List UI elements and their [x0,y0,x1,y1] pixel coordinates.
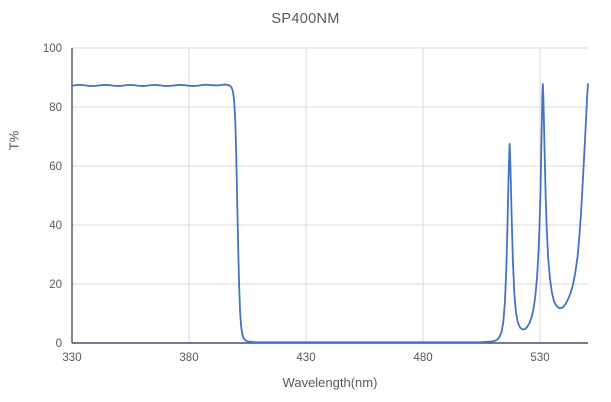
x-tick-label: 380 [179,352,198,364]
x-tick-label: 530 [530,352,549,364]
x-tick-label: 430 [296,352,315,364]
chart-title: SP400NM [271,11,340,27]
transmission-curve [71,83,589,344]
y-tick-label: 0 [56,338,62,350]
y-tick-label: 40 [49,220,62,232]
y-tick-label: 80 [49,102,62,114]
y-tick-label: 20 [49,279,62,291]
y-tick-label: 100 [43,43,62,55]
x-axis-title: Wavelength(nm) [282,375,378,390]
y-tick-label: 60 [49,161,62,173]
x-tick-label: 330 [62,352,81,364]
x-tick-label: 480 [413,352,432,364]
